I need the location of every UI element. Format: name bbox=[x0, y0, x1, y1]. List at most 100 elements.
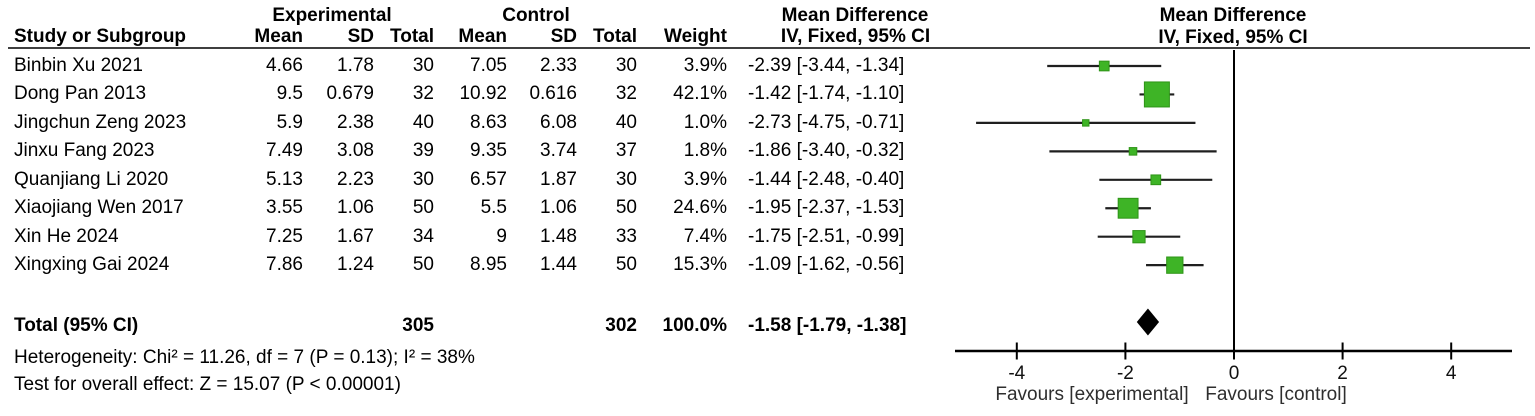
ctrl-mean: 8.63 bbox=[470, 111, 507, 133]
mean-difference-text-header: Mean Difference bbox=[781, 5, 929, 26]
total-n-exp: 305 bbox=[402, 315, 434, 336]
study-effect-square bbox=[1128, 147, 1138, 156]
ctrl-sd: 3.74 bbox=[540, 140, 577, 162]
total-ci: -1.58 [-1.79, -1.38] bbox=[748, 315, 907, 336]
axis-tick-label: 2 bbox=[1337, 363, 1348, 384]
ctrl-mean: 8.95 bbox=[470, 254, 507, 276]
col-mean-exp: Mean bbox=[254, 26, 303, 47]
col-weight: Weight bbox=[664, 26, 727, 47]
col-total-exp: Total bbox=[390, 26, 434, 47]
study-effect-square bbox=[1166, 256, 1184, 274]
col-sd-exp: SD bbox=[347, 26, 374, 47]
study-effect-square bbox=[1150, 174, 1162, 186]
exp-total: 50 bbox=[412, 254, 434, 276]
ci-text: -2.73 [-4.75, -0.71] bbox=[748, 111, 905, 133]
exp-total: 40 bbox=[412, 111, 434, 133]
study-effect-square bbox=[1132, 230, 1146, 244]
exp-mean: 5.13 bbox=[266, 168, 303, 190]
exp-sd: 3.08 bbox=[337, 140, 374, 162]
axis-tick-label: -4 bbox=[1008, 363, 1025, 384]
study-name: Binbin Xu 2021 bbox=[14, 55, 143, 76]
col-sd-ctrl: SD bbox=[550, 26, 577, 47]
exp-mean: 4.66 bbox=[266, 55, 303, 76]
weight: 1.0% bbox=[683, 111, 727, 133]
study-effect-square bbox=[1143, 81, 1170, 108]
exp-mean: 3.55 bbox=[266, 197, 303, 219]
ctrl-sd: 1.44 bbox=[540, 254, 577, 276]
weight: 1.8% bbox=[683, 140, 727, 162]
weight: 7.4% bbox=[683, 225, 727, 247]
column-header-row: Study or Subgroup Mean SD Total Mean SD … bbox=[0, 26, 1535, 48]
study-name: Jingchun Zeng 2023 bbox=[14, 111, 187, 133]
ci-text: -1.86 [-3.40, -0.32] bbox=[748, 140, 905, 162]
ci-text: -1.75 [-2.51, -0.99] bbox=[748, 225, 905, 247]
col-total-ctrl: Total bbox=[593, 26, 637, 47]
study-effect-square bbox=[1117, 197, 1139, 219]
study-name: Xiaojiang Wen 2017 bbox=[14, 197, 184, 219]
weight: 15.3% bbox=[673, 254, 727, 276]
exp-total: 30 bbox=[412, 168, 434, 190]
axis-tick-label: -2 bbox=[1117, 363, 1134, 384]
exp-mean: 7.49 bbox=[266, 140, 303, 162]
exp-sd: 0.679 bbox=[326, 83, 374, 105]
exp-sd: 2.38 bbox=[337, 111, 374, 133]
study-effect-square bbox=[1098, 60, 1110, 72]
total-diamond bbox=[1136, 308, 1160, 336]
ctrl-sd: 2.33 bbox=[540, 55, 577, 76]
ctrl-total: 50 bbox=[615, 254, 637, 276]
ctrl-total: 37 bbox=[615, 140, 637, 162]
ctrl-mean: 5.5 bbox=[480, 197, 507, 219]
exp-sd: 1.67 bbox=[337, 225, 374, 247]
exp-sd: 2.23 bbox=[337, 168, 374, 190]
study-name: Xin He 2024 bbox=[14, 225, 119, 247]
exp-total: 30 bbox=[412, 55, 434, 76]
exp-sd: 1.06 bbox=[337, 197, 374, 219]
ctrl-total: 30 bbox=[615, 55, 637, 76]
axis-tick-label: 4 bbox=[1446, 363, 1457, 384]
study-name: Quanjiang Li 2020 bbox=[14, 168, 169, 190]
study-name: Dong Pan 2013 bbox=[14, 83, 147, 105]
favours-control-label: Favours [control] bbox=[1205, 384, 1347, 405]
favours-experimental-label: Favours [experimental] bbox=[995, 384, 1188, 405]
study-row: Dong Pan 2013 9.5 0.679 32 10.92 0.616 32 42.1%… bbox=[0, 80, 1535, 108]
ci-text: -1.42 [-1.74, -1.10] bbox=[748, 83, 905, 105]
ci-text: -1.09 [-1.62, -0.56] bbox=[748, 254, 905, 276]
col-study: Study or Subgroup bbox=[14, 26, 187, 47]
weight: 24.6% bbox=[673, 197, 727, 219]
weight: 3.9% bbox=[683, 168, 727, 190]
study-row: Quanjiang Li 2020 5.13 2.23 30 6.57 1.87 30 3.9… bbox=[0, 166, 1535, 194]
weight: 3.9% bbox=[683, 55, 727, 76]
exp-mean: 7.25 bbox=[266, 225, 303, 247]
total-weight: 100.0% bbox=[662, 315, 727, 336]
study-name: Jinxu Fang 2023 bbox=[14, 140, 155, 162]
ctrl-total: 40 bbox=[615, 111, 637, 133]
ctrl-mean: 9 bbox=[496, 225, 507, 247]
study-effect-square bbox=[1082, 119, 1090, 127]
ctrl-total: 32 bbox=[615, 83, 637, 105]
col-ci: IV, Fixed, 95% CI bbox=[780, 26, 931, 47]
study-name: Xingxing Gai 2024 bbox=[14, 254, 170, 276]
total-label: Total (95% CI) bbox=[14, 315, 139, 336]
study-row: Xin He 2024 7.25 1.67 34 9 1.48 33 7.4% -1.75 [-… bbox=[0, 223, 1535, 251]
ci-text: -1.44 [-2.48, -0.40] bbox=[748, 168, 905, 190]
exp-total: 34 bbox=[412, 225, 434, 247]
experimental-group-header: Experimental bbox=[272, 5, 392, 26]
ctrl-total: 30 bbox=[615, 168, 637, 190]
ctrl-sd: 1.48 bbox=[540, 225, 577, 247]
mean-difference-plot-header: Mean Difference bbox=[1159, 5, 1307, 26]
col-mean-ctrl: Mean bbox=[458, 26, 507, 47]
heterogeneity-line: Heterogeneity: Chi² = 11.26, df = 7 (P =… bbox=[14, 347, 475, 368]
exp-total: 50 bbox=[412, 197, 434, 219]
study-rows: Binbin Xu 2021 4.66 1.78 30 7.05 2.33 30 3.9% -2… bbox=[0, 52, 1535, 280]
study-row: Binbin Xu 2021 4.66 1.78 30 7.05 2.33 30 3.9% -2… bbox=[0, 52, 1535, 80]
exp-sd: 1.24 bbox=[337, 254, 374, 276]
exp-mean: 7.86 bbox=[266, 254, 303, 276]
study-row: Xiaojiang Wen 2017 3.55 1.06 50 5.5 1.06 50 24.… bbox=[0, 194, 1535, 222]
ctrl-sd: 6.08 bbox=[540, 111, 577, 133]
weight: 42.1% bbox=[673, 83, 727, 105]
ctrl-sd: 0.616 bbox=[529, 83, 577, 105]
header-underline bbox=[8, 47, 1530, 49]
axis-tick-label: 0 bbox=[1229, 363, 1240, 384]
